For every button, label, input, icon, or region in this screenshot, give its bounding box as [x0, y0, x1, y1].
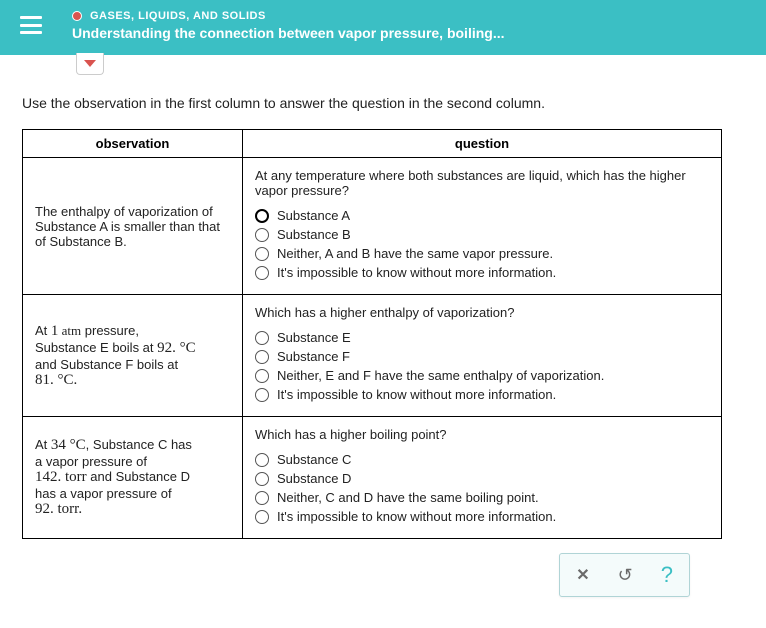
close-icon: ✕ — [576, 565, 589, 585]
option-label: Substance B — [277, 227, 351, 242]
option-row: Substance A — [255, 208, 709, 223]
table-row: At 34 °C, Substance C has a vapor pressu… — [23, 417, 722, 539]
radio-button[interactable] — [255, 350, 269, 364]
option-label: Substance A — [277, 208, 350, 223]
option-label: Substance D — [277, 471, 351, 486]
chevron-down-icon — [84, 60, 96, 67]
record-icon — [72, 11, 82, 21]
close-button[interactable]: ✕ — [576, 565, 589, 585]
page-title: Understanding the connection between vap… — [72, 25, 505, 41]
question-text: At any temperature where both substances… — [255, 168, 709, 198]
radio-button[interactable] — [255, 388, 269, 402]
option-row: It's impossible to know without more inf… — [255, 265, 709, 280]
expand-tab[interactable] — [76, 53, 104, 75]
radio-button[interactable] — [255, 369, 269, 383]
option-label: Neither, E and F have the same enthalpy … — [277, 368, 604, 383]
category-line: GASES, LIQUIDS, AND SOLIDS — [72, 10, 505, 22]
option-row: Neither, E and F have the same enthalpy … — [255, 368, 709, 383]
option-row: Neither, C and D have the same boiling p… — [255, 490, 709, 505]
option-label: Neither, C and D have the same boiling p… — [277, 490, 539, 505]
col-header-observation: observation — [23, 130, 243, 158]
page-header: GASES, LIQUIDS, AND SOLIDS Understanding… — [0, 0, 766, 55]
reset-button[interactable]: ↺ — [618, 565, 633, 586]
radio-button[interactable] — [255, 510, 269, 524]
help-button[interactable]: ? — [661, 562, 673, 588]
question-cell: At any temperature where both substances… — [243, 158, 722, 295]
header-text: GASES, LIQUIDS, AND SOLIDS Understanding… — [72, 10, 505, 41]
table-header-row: observation question — [23, 130, 722, 158]
option-row: Neither, A and B have the same vapor pre… — [255, 246, 709, 261]
option-label: It's impossible to know without more inf… — [277, 265, 556, 280]
menu-icon[interactable] — [20, 16, 42, 34]
col-header-question: question — [243, 130, 722, 158]
question-cell: Which has a higher boiling point? Substa… — [243, 417, 722, 539]
option-label: Substance E — [277, 330, 351, 345]
observation-cell: The enthalpy of vaporization of Substanc… — [23, 158, 243, 295]
option-label: Substance F — [277, 349, 350, 364]
footer-box: ✕ ↺ ? — [559, 553, 690, 597]
radio-button[interactable] — [255, 209, 269, 223]
option-label: It's impossible to know without more inf… — [277, 509, 556, 524]
radio-button[interactable] — [255, 453, 269, 467]
help-icon: ? — [661, 562, 673, 588]
observation-cell: At 34 °C, Substance C has a vapor pressu… — [23, 417, 243, 539]
radio-button[interactable] — [255, 331, 269, 345]
instruction-text: Use the observation in the first column … — [22, 95, 744, 111]
radio-button[interactable] — [255, 266, 269, 280]
content-area: Use the observation in the first column … — [0, 75, 766, 607]
footer-toolbar: ✕ ↺ ? — [22, 553, 690, 597]
table-row: At 1 atm pressure, Substance E boils at … — [23, 295, 722, 417]
reset-icon: ↺ — [618, 565, 633, 586]
radio-button[interactable] — [255, 491, 269, 505]
option-label: Neither, A and B have the same vapor pre… — [277, 246, 553, 261]
option-row: Substance C — [255, 452, 709, 467]
option-label: Substance C — [277, 452, 351, 467]
option-label: It's impossible to know without more inf… — [277, 387, 556, 402]
question-text: Which has a higher boiling point? — [255, 427, 709, 442]
observation-text: The enthalpy of vaporization of Substanc… — [35, 204, 220, 249]
observation-cell: At 1 atm pressure, Substance E boils at … — [23, 295, 243, 417]
question-cell: Which has a higher enthalpy of vaporizat… — [243, 295, 722, 417]
question-text: Which has a higher enthalpy of vaporizat… — [255, 305, 709, 320]
observation-text: At 1 atm pressure, Substance E boils at … — [35, 323, 230, 389]
table-row: The enthalpy of vaporization of Substanc… — [23, 158, 722, 295]
option-row: Substance B — [255, 227, 709, 242]
option-row: Substance D — [255, 471, 709, 486]
option-row: It's impossible to know without more inf… — [255, 509, 709, 524]
radio-button[interactable] — [255, 228, 269, 242]
radio-button[interactable] — [255, 247, 269, 261]
question-table: observation question The enthalpy of vap… — [22, 129, 722, 539]
option-row: Substance F — [255, 349, 709, 364]
observation-text: At 34 °C, Substance C has a vapor pressu… — [35, 437, 230, 518]
option-row: Substance E — [255, 330, 709, 345]
category-label: GASES, LIQUIDS, AND SOLIDS — [90, 10, 266, 22]
radio-button[interactable] — [255, 472, 269, 486]
option-row: It's impossible to know without more inf… — [255, 387, 709, 402]
